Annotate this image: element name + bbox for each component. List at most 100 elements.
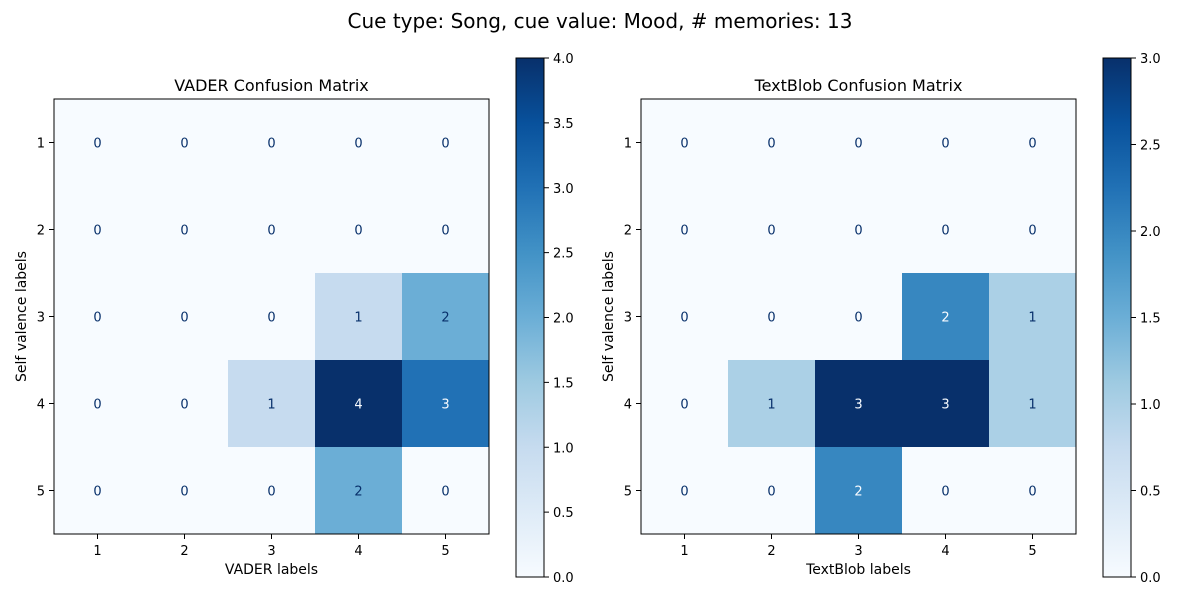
- x-tick-label: 2: [767, 544, 775, 559]
- heatmap-cell: [402, 273, 489, 360]
- y-tick-label: 3: [37, 311, 45, 326]
- cell-value-label: 2: [854, 485, 862, 500]
- y-tick-label: 5: [624, 485, 632, 500]
- heatmap-cell: [989, 273, 1076, 360]
- heatmap-cell: [141, 447, 228, 534]
- heatmap-cell: [902, 360, 989, 447]
- heatmap-cell: [228, 360, 315, 447]
- heatmap-cell: [902, 186, 989, 273]
- heatmap-cell: [54, 99, 141, 186]
- cell-value-label: 0: [767, 137, 775, 152]
- colorbar: [515, 57, 545, 578]
- y-tick-label: 1: [624, 137, 632, 152]
- cell-value-label: 0: [267, 485, 275, 500]
- cell-value-label: 0: [1028, 137, 1036, 152]
- cell-value-label: 0: [941, 224, 949, 239]
- heatmap-cell: [315, 447, 402, 534]
- heatmap-cell: [141, 186, 228, 273]
- heatmap-cell: [54, 186, 141, 273]
- heatmap-cell: [728, 447, 815, 534]
- cell-value-label: 0: [441, 485, 449, 500]
- x-tick-label: 4: [941, 544, 949, 559]
- y-tick-label: 5: [37, 485, 45, 500]
- heatmap-cell: [815, 186, 902, 273]
- y-tick-label: 3: [624, 311, 632, 326]
- figure-title: Cue type: Song, cue value: Mood, # memor…: [348, 9, 853, 33]
- heatmap-cell: [902, 99, 989, 186]
- cell-value-label: 3: [941, 398, 949, 413]
- cell-value-label: 0: [941, 137, 949, 152]
- cell-value-label: 0: [180, 311, 188, 326]
- heatmap-cell: [54, 273, 141, 360]
- y-tick-label: 4: [624, 398, 632, 413]
- cell-value-label: 0: [767, 311, 775, 326]
- x-tick-label: 5: [441, 544, 449, 559]
- y-tick-label: 4: [37, 398, 45, 413]
- heatmap-cell: [402, 186, 489, 273]
- colorbar-tick-label: 0.0: [553, 571, 574, 586]
- heatmap-cell: [228, 273, 315, 360]
- cell-value-label: 0: [180, 485, 188, 500]
- heatmap-cell: [315, 186, 402, 273]
- heatmap-cell: [815, 447, 902, 534]
- heatmap-cell: [641, 360, 728, 447]
- cell-value-label: 0: [354, 224, 362, 239]
- colorbar-tick-label: 2.0: [553, 312, 574, 327]
- heatmap-cell: [728, 360, 815, 447]
- cell-value-label: 1: [1028, 311, 1036, 326]
- cell-value-label: 0: [854, 224, 862, 239]
- colorbar-tick-label: 1.5: [1140, 312, 1161, 327]
- cell-value-label: 0: [441, 224, 449, 239]
- cell-value-label: 0: [680, 137, 688, 152]
- heatmap-cell: [315, 99, 402, 186]
- x-axis-label: VADER labels: [225, 562, 318, 578]
- chart-title: TextBlob Confusion Matrix: [754, 76, 963, 95]
- heatmap-cell: [728, 273, 815, 360]
- cell-value-label: 0: [180, 398, 188, 413]
- cell-value-label: 0: [767, 224, 775, 239]
- cell-value-label: 1: [767, 398, 775, 413]
- colorbar-tick-label: 0.0: [1140, 571, 1161, 586]
- heatmap-cell: [141, 273, 228, 360]
- heatmap-cell: [641, 273, 728, 360]
- cell-value-label: 4: [354, 398, 362, 413]
- heatmap-cell: [815, 99, 902, 186]
- x-tick-label: 2: [180, 544, 188, 559]
- x-tick-label: 4: [354, 544, 362, 559]
- heatmap-cell: [728, 186, 815, 273]
- heatmap-cell: [54, 360, 141, 447]
- heatmap-cell: [815, 360, 902, 447]
- heatmap-cell: [902, 447, 989, 534]
- colorbar-tick-label: 2.0: [1140, 225, 1161, 240]
- heatmap-cell: [902, 273, 989, 360]
- heatmap-cell: [54, 447, 141, 534]
- colorbar-tick-label: 0.5: [553, 506, 574, 521]
- colorbar-tick-label: 2.5: [1140, 139, 1161, 154]
- cell-value-label: 0: [93, 137, 101, 152]
- heatmap-cell: [315, 360, 402, 447]
- x-tick-label: 3: [267, 544, 275, 559]
- cell-value-label: 0: [93, 398, 101, 413]
- colorbar-tick-label: 3.0: [1140, 52, 1161, 67]
- heatmap-cell: [228, 99, 315, 186]
- cell-value-label: 0: [1028, 224, 1036, 239]
- heatmap-cell: [641, 447, 728, 534]
- y-tick-label: 2: [37, 224, 45, 239]
- cell-value-label: 0: [180, 224, 188, 239]
- cell-value-label: 0: [767, 485, 775, 500]
- x-tick-label: 3: [854, 544, 862, 559]
- cell-value-label: 2: [354, 485, 362, 500]
- heatmap-cell: [402, 99, 489, 186]
- cell-value-label: 0: [680, 224, 688, 239]
- cell-value-label: 0: [854, 311, 862, 326]
- cell-value-label: 0: [180, 137, 188, 152]
- cell-value-label: 0: [941, 485, 949, 500]
- colorbar-tick-label: 1.5: [553, 376, 574, 391]
- colorbar-tick-label: 1.0: [553, 441, 574, 456]
- colorbar-tick-label: 4.0: [553, 52, 574, 67]
- heatmap-cell: [989, 447, 1076, 534]
- cell-value-label: 1: [267, 398, 275, 413]
- colorbar-tick-label: 3.5: [553, 117, 574, 132]
- x-tick-label: 5: [1028, 544, 1036, 559]
- cell-value-label: 0: [354, 137, 362, 152]
